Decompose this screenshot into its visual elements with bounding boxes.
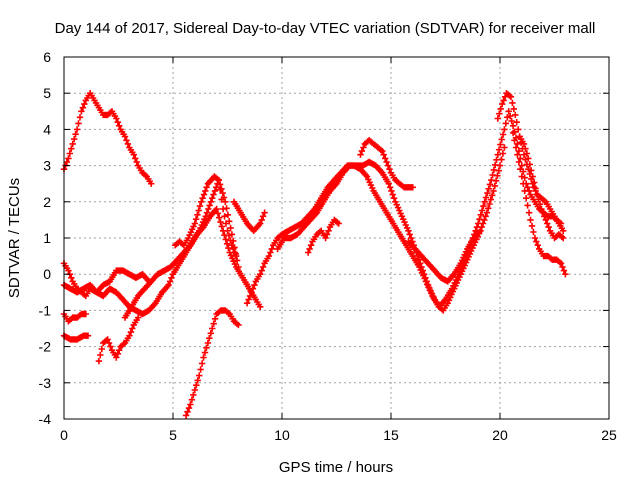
series-track-9: [182, 307, 242, 419]
series-track-14: [357, 137, 416, 191]
y-tick-label: 3: [43, 158, 51, 174]
x-tick-label: 20: [492, 427, 508, 443]
series-track-7: [121, 205, 264, 321]
series-track-17: [509, 129, 569, 278]
series-track-13: [305, 216, 342, 256]
x-tick-label: 15: [383, 427, 399, 443]
series-track-18: [516, 133, 567, 242]
series-track-8: [172, 173, 240, 260]
x-tick-label: 5: [169, 427, 177, 443]
chart-title: Day 144 of 2017, Sidereal Day-to-day VTE…: [55, 20, 596, 37]
tick-layer: 0 5 10 15 20 25 -4 -3 -2 -1 0 1 2 3 4 5 6: [39, 49, 617, 443]
y-tick-label: -3: [39, 375, 52, 391]
y-tick-label: -1: [39, 302, 52, 318]
y-tick-label: 0: [43, 266, 51, 282]
series-track-10: [230, 198, 268, 234]
y-tick-label: 5: [43, 85, 51, 101]
y-tick-label: -4: [39, 411, 52, 427]
y-tick-label: -2: [39, 339, 52, 355]
x-tick-label: 25: [601, 427, 617, 443]
y-tick-label: 4: [43, 121, 51, 137]
x-axis-label: GPS time / hours: [279, 459, 393, 476]
series-track-6: [95, 314, 142, 365]
y-tick-label: 2: [43, 194, 51, 210]
x-tick-label: 10: [274, 427, 290, 443]
y-axis-label: SDTVAR / TECUs: [6, 178, 23, 298]
series-track-15: [405, 227, 484, 285]
y-tick-label: 1: [43, 230, 51, 246]
x-tick-label: 0: [60, 427, 68, 443]
y-tick-label: 6: [43, 49, 51, 65]
